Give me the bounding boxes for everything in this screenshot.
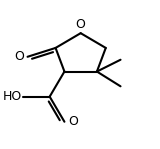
Text: O: O <box>68 115 78 128</box>
Text: O: O <box>76 18 86 31</box>
Text: HO: HO <box>2 90 22 103</box>
Text: O: O <box>15 50 25 63</box>
